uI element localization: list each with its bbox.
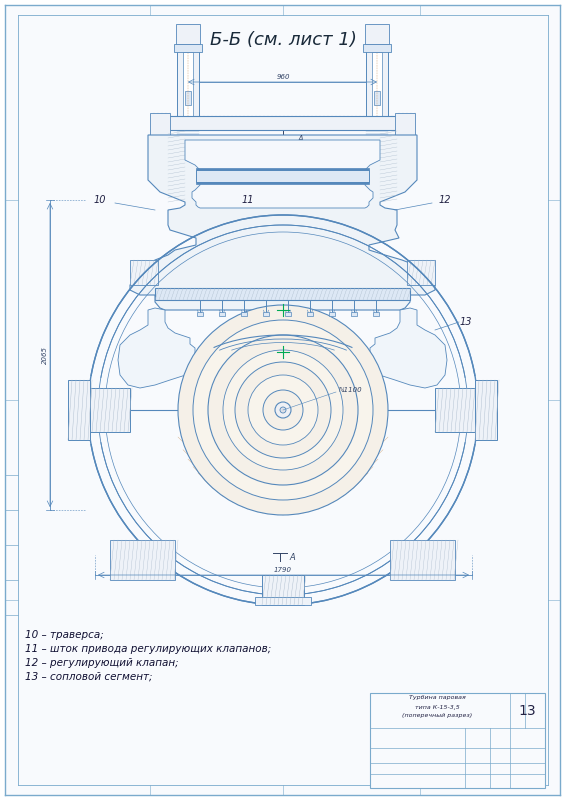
Text: 10: 10 (94, 195, 106, 205)
Bar (196, 170, 369, 182)
Bar (370, 693, 545, 788)
Bar (174, 44, 202, 52)
Bar (435, 388, 477, 432)
Polygon shape (130, 135, 435, 310)
Bar (263, 312, 269, 316)
Text: 2065: 2065 (42, 346, 48, 364)
Bar (372, 52, 382, 118)
Bar (365, 24, 389, 44)
Circle shape (235, 362, 331, 458)
Polygon shape (118, 308, 205, 388)
Text: 960: 960 (276, 74, 290, 80)
Bar (185, 91, 191, 105)
Polygon shape (360, 308, 447, 388)
Bar (351, 312, 357, 316)
Circle shape (275, 402, 291, 418)
Text: (поперечный разрез): (поперечный разрез) (402, 714, 472, 718)
Bar (176, 24, 200, 44)
Bar (255, 597, 311, 605)
Bar (241, 312, 247, 316)
Text: 1790: 1790 (274, 567, 292, 573)
Bar (475, 380, 497, 440)
Bar (407, 260, 435, 285)
Text: 12: 12 (439, 195, 451, 205)
Text: ℕ1100: ℕ1100 (338, 387, 362, 393)
Bar (390, 540, 455, 580)
Bar (196, 182, 369, 184)
Bar (395, 113, 415, 135)
Bar (88, 388, 130, 432)
Bar (374, 91, 380, 105)
Circle shape (208, 335, 358, 485)
Text: 12 – регулирующий клапан;: 12 – регулирующий клапан; (25, 658, 179, 668)
Circle shape (223, 350, 343, 470)
Polygon shape (185, 140, 380, 208)
Text: 10 – траверса;: 10 – траверса; (25, 630, 104, 640)
Text: 13 – сопловой сегмент;: 13 – сопловой сегмент; (25, 672, 153, 682)
Text: Б-Б (см. лист 1): Б-Б (см. лист 1) (210, 31, 357, 49)
Bar (307, 312, 313, 316)
Text: 11: 11 (242, 195, 254, 205)
Bar (168, 116, 397, 130)
Bar (219, 312, 225, 316)
Bar (110, 540, 175, 580)
Bar (68, 380, 90, 440)
Text: Турбина паровая: Турбина паровая (408, 695, 466, 701)
Text: 13: 13 (460, 317, 472, 327)
Bar (366, 50, 388, 120)
Circle shape (280, 407, 286, 413)
Text: 11 – шток привода регулирующих клапанов;: 11 – шток привода регулирующих клапанов; (25, 644, 271, 654)
Text: A: A (297, 135, 303, 145)
Bar (196, 168, 369, 170)
Bar (130, 260, 158, 285)
Bar (373, 312, 379, 316)
Circle shape (263, 390, 303, 430)
Bar (363, 44, 391, 52)
Bar (262, 575, 304, 605)
Text: типа К-15-3,5: типа К-15-3,5 (415, 705, 459, 710)
Bar (150, 113, 170, 135)
Circle shape (178, 305, 388, 515)
Bar (285, 312, 291, 316)
Bar (183, 52, 193, 118)
Bar (329, 312, 335, 316)
Bar (197, 312, 203, 316)
Circle shape (248, 375, 318, 445)
Text: 13: 13 (518, 704, 536, 718)
Text: A: A (289, 553, 295, 562)
Bar (177, 50, 199, 120)
Circle shape (193, 320, 373, 500)
Bar (155, 288, 410, 300)
